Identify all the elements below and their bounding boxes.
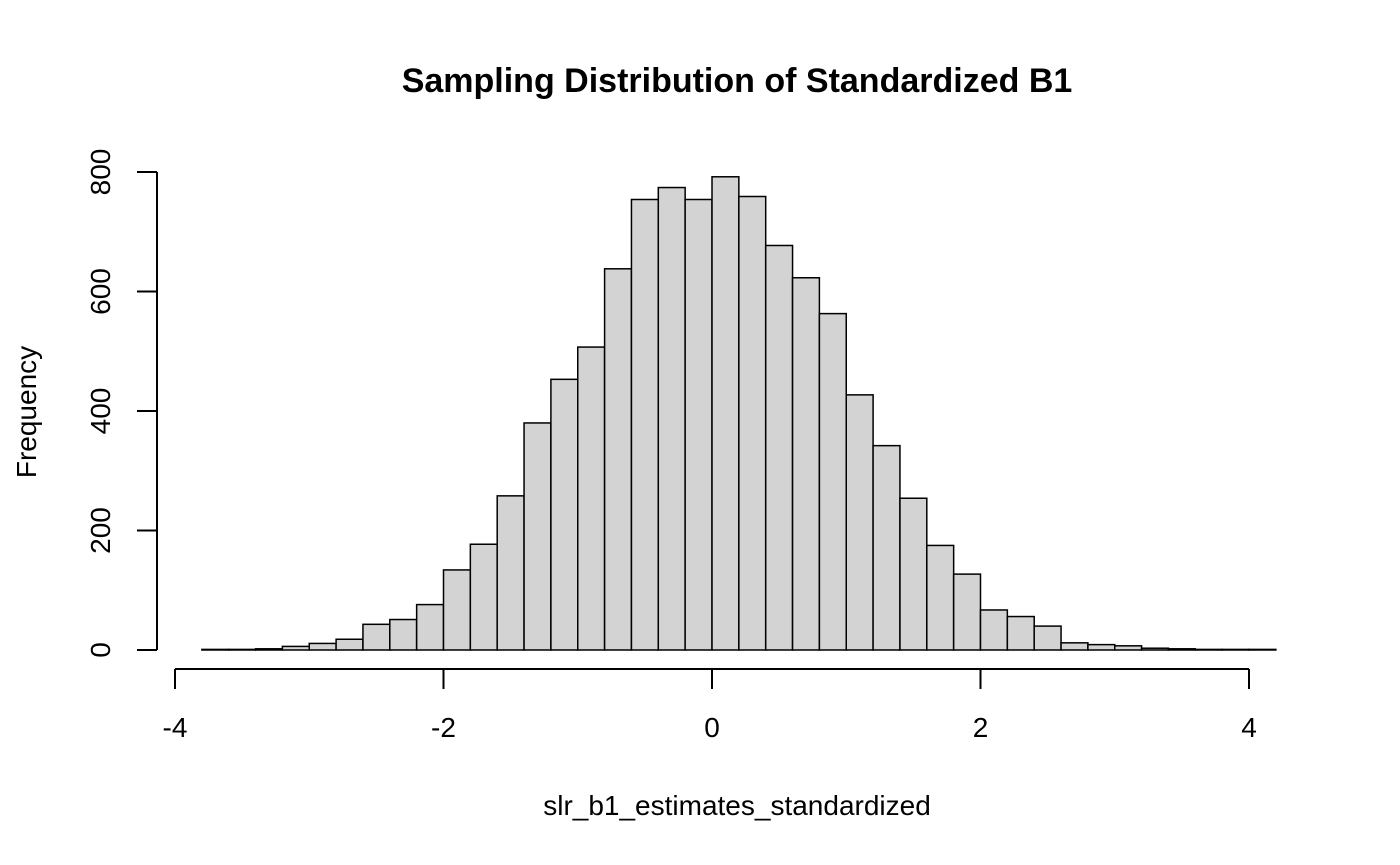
histogram-bar bbox=[764, 244, 794, 651]
histogram-bar bbox=[442, 569, 472, 651]
histogram-bar bbox=[362, 623, 391, 651]
histogram-bars bbox=[201, 176, 1277, 651]
histogram-bar bbox=[872, 444, 901, 651]
histogram-bar bbox=[335, 638, 364, 651]
histogram-bar bbox=[952, 573, 982, 651]
y-tick-label: 0 bbox=[85, 642, 116, 658]
x-tick-label: 4 bbox=[1241, 712, 1257, 743]
histogram-bar bbox=[227, 648, 257, 651]
histogram-bar bbox=[1114, 645, 1143, 651]
y-axis-label: Frequency bbox=[11, 346, 42, 478]
histogram-bar bbox=[1194, 648, 1223, 651]
histogram-bar bbox=[523, 422, 552, 651]
histogram-bar bbox=[1221, 648, 1250, 651]
histogram-bar bbox=[1060, 642, 1089, 651]
histogram-bar bbox=[254, 648, 284, 651]
histogram-bar bbox=[201, 648, 230, 651]
x-tick-label: -4 bbox=[163, 712, 188, 743]
histogram-bar bbox=[281, 645, 310, 651]
histogram-bar bbox=[1167, 648, 1197, 651]
histogram-bar bbox=[1087, 643, 1116, 651]
histogram-bar bbox=[791, 277, 821, 651]
x-tick-label: 0 bbox=[704, 712, 720, 743]
histogram-bar bbox=[845, 394, 874, 651]
y-tick-label: 600 bbox=[85, 268, 116, 315]
histogram-bar bbox=[818, 312, 848, 651]
histogram-bar bbox=[630, 198, 660, 651]
y-axis-ticks: 0 200 400 600 800 bbox=[85, 149, 157, 658]
histogram-bar bbox=[469, 543, 498, 651]
histogram-bar bbox=[1033, 625, 1062, 651]
histogram-bar bbox=[415, 603, 445, 651]
histogram-bar bbox=[684, 198, 713, 651]
histogram-bar bbox=[899, 497, 928, 651]
histogram-bar bbox=[550, 378, 579, 651]
histogram-bar bbox=[577, 346, 606, 651]
histogram-bar bbox=[657, 186, 686, 651]
histogram-bar bbox=[738, 195, 767, 651]
y-tick-label: 400 bbox=[85, 388, 116, 435]
histogram-bar bbox=[496, 495, 525, 651]
histogram-bar bbox=[979, 609, 1009, 651]
histogram-bar bbox=[389, 618, 418, 651]
x-axis-ticks: -4 -2 0 2 4 bbox=[163, 669, 1257, 743]
histogram-bar bbox=[926, 544, 955, 651]
x-axis-label: slr_b1_estimates_standardized bbox=[543, 790, 931, 821]
histogram-bar bbox=[711, 176, 740, 651]
histogram-bar bbox=[1006, 615, 1035, 651]
histogram-bar bbox=[603, 268, 633, 651]
histogram-bar bbox=[308, 642, 337, 651]
y-tick-label: 200 bbox=[85, 507, 116, 554]
x-tick-label: -2 bbox=[431, 712, 456, 743]
y-tick-label: 800 bbox=[85, 149, 116, 196]
histogram-bar bbox=[1140, 647, 1170, 651]
histogram-bar bbox=[1248, 648, 1277, 651]
x-tick-label: 2 bbox=[973, 712, 989, 743]
chart-title: Sampling Distribution of Standardized B1 bbox=[402, 62, 1073, 100]
